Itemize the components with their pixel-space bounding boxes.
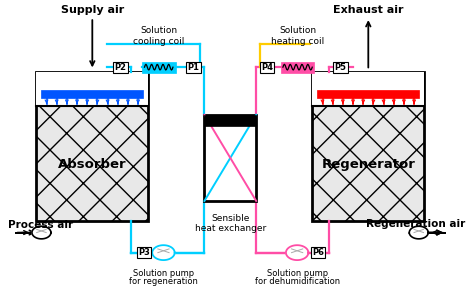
Text: Regenerator: Regenerator [321,158,415,171]
Bar [312,72,424,106]
Text: for dehumidification: for dehumidification [255,277,340,286]
Text: heat exchanger: heat exchanger [195,224,266,233]
Bar [142,62,175,73]
Text: P2: P2 [114,63,127,72]
Text: Exhaust air: Exhaust air [333,5,403,15]
Text: P1: P1 [188,63,200,72]
Text: Solution
heating coil: Solution heating coil [271,26,324,45]
Text: Solution
cooling coil: Solution cooling coil [133,26,184,45]
Text: P3: P3 [138,248,150,257]
Polygon shape [152,245,175,260]
Text: Supply air: Supply air [61,5,124,15]
Polygon shape [286,245,309,260]
Text: P5: P5 [334,63,346,72]
Text: Solution pump: Solution pump [133,269,194,278]
Polygon shape [32,226,51,239]
Bar [41,90,143,98]
Bar [204,115,256,126]
Bar [204,115,256,201]
Bar [312,72,424,221]
Text: Regeneration air: Regeneration air [366,219,465,229]
Text: Sensible: Sensible [211,214,249,223]
Text: Process air: Process air [8,220,73,230]
Bar [318,90,419,98]
Text: for regeneration: for regeneration [129,277,198,286]
Text: P4: P4 [261,63,273,72]
Bar [281,62,314,73]
Text: P6: P6 [312,248,324,257]
Text: Solution pump: Solution pump [266,269,328,278]
Bar [36,72,148,106]
Polygon shape [409,226,428,239]
Bar [36,72,148,221]
Text: Absorber: Absorber [58,158,127,171]
